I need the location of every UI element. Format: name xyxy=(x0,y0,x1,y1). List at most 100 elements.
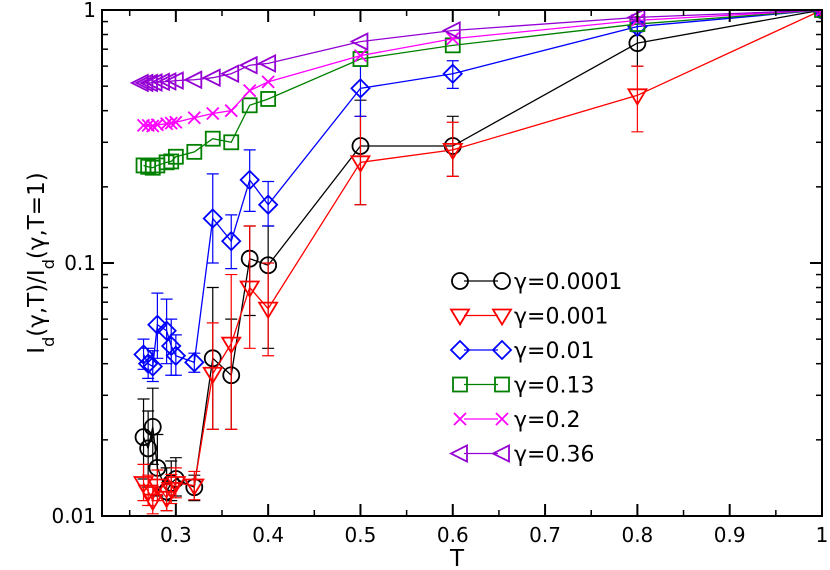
data-point xyxy=(223,134,240,151)
x-tick-label: 1 xyxy=(816,523,829,547)
data-point xyxy=(442,142,464,161)
legend-label: γ=0.2 xyxy=(514,408,580,433)
data-point xyxy=(220,336,242,355)
legend-item: γ=0.2 xyxy=(453,408,580,433)
error-bar xyxy=(225,214,238,270)
data-point xyxy=(165,476,187,494)
error-bar xyxy=(354,115,367,206)
data-point xyxy=(260,91,277,107)
data-point xyxy=(139,439,158,458)
legend-marker xyxy=(494,376,510,393)
data-point xyxy=(353,49,368,63)
data-point xyxy=(164,116,178,130)
legend-item: γ=0.36 xyxy=(448,443,594,468)
legend-label: γ=0.0001 xyxy=(514,270,622,295)
legend-marker xyxy=(452,376,468,393)
data-point xyxy=(156,320,177,341)
legend: γ=0.0001 γ=0.001 γ=0.01 γ=0.13 γ=0.2 γ=0.36 xyxy=(448,270,622,468)
data-point xyxy=(143,417,162,436)
data-point xyxy=(132,476,155,494)
data-point xyxy=(202,208,224,229)
series-1 xyxy=(132,10,822,515)
series-2 xyxy=(133,10,822,383)
data-point xyxy=(137,484,159,503)
error-bar xyxy=(631,65,644,133)
series-line xyxy=(142,10,822,494)
series-line xyxy=(143,10,822,127)
legend-label: γ=0.13 xyxy=(514,374,594,399)
data-point xyxy=(441,21,461,40)
legend-marker xyxy=(490,444,510,463)
x-tick-label: 0.9 xyxy=(714,523,746,547)
legend-item: γ=0.13 xyxy=(452,374,594,399)
legend-label: γ=0.36 xyxy=(514,443,594,468)
data-point xyxy=(257,194,279,215)
legend-item: γ=0.001 xyxy=(449,305,608,330)
legend-marker xyxy=(453,412,467,426)
error-bar xyxy=(188,352,201,373)
series-line xyxy=(142,10,822,503)
data-point xyxy=(133,344,154,365)
data-point xyxy=(142,356,164,377)
svg-text:Id(γ,T)/Id(γ,T=1): Id(γ,T)/Id(γ,T=1) xyxy=(24,172,58,353)
data-point xyxy=(134,73,154,93)
series-line xyxy=(143,10,822,169)
y-tick-label: 0.1 xyxy=(64,251,96,275)
data-point xyxy=(626,88,648,107)
data-point xyxy=(220,64,240,84)
error-bar xyxy=(262,262,275,357)
x-tick-label: 0.8 xyxy=(621,523,653,547)
data-point xyxy=(184,352,205,373)
data-point xyxy=(446,32,460,46)
error-bar xyxy=(262,180,275,227)
data-point xyxy=(183,478,205,497)
legend-marker xyxy=(449,339,471,361)
legend-item: γ=0.0001 xyxy=(451,270,622,295)
data-point xyxy=(257,301,279,320)
data-point xyxy=(160,335,182,357)
x-tick-label: 0.3 xyxy=(160,523,192,547)
data-point xyxy=(239,280,261,299)
legend-marker xyxy=(493,272,511,290)
legend-label: γ=0.001 xyxy=(514,305,608,330)
error-bar xyxy=(243,149,256,212)
x-tick-label: 0.5 xyxy=(345,523,377,547)
data-point xyxy=(146,119,160,133)
data-point xyxy=(169,115,183,129)
series-layer xyxy=(129,10,822,515)
error-bar xyxy=(206,322,219,430)
data-point xyxy=(815,10,822,17)
data-point xyxy=(239,169,260,191)
legend-marker xyxy=(491,339,513,361)
data-point xyxy=(187,111,201,125)
data-point xyxy=(202,366,224,385)
legend-marker xyxy=(451,272,469,290)
x-axis-label: T xyxy=(449,546,465,570)
data-point xyxy=(224,104,238,118)
data-point xyxy=(165,345,187,367)
data-point xyxy=(157,71,177,91)
data-point xyxy=(147,314,168,336)
data-point xyxy=(349,155,372,174)
data-point xyxy=(164,71,184,91)
error-bar xyxy=(354,65,367,117)
data-point xyxy=(238,55,258,75)
y-tick-label: 1 xyxy=(83,0,96,22)
data-point xyxy=(241,97,258,114)
legend-marker xyxy=(449,308,471,327)
data-point xyxy=(140,158,157,175)
error-bar xyxy=(160,298,173,365)
x-tick-label: 0.7 xyxy=(529,523,561,547)
data-point xyxy=(206,106,220,121)
series-line xyxy=(140,10,822,84)
series-5 xyxy=(129,10,822,93)
data-point xyxy=(350,78,371,99)
legend-marker xyxy=(448,444,468,463)
ticks-layer xyxy=(102,9,823,517)
data-point xyxy=(204,130,221,147)
series-4 xyxy=(136,10,822,133)
data-point xyxy=(163,153,180,170)
data-point xyxy=(201,68,221,88)
legend-marker xyxy=(491,308,513,327)
